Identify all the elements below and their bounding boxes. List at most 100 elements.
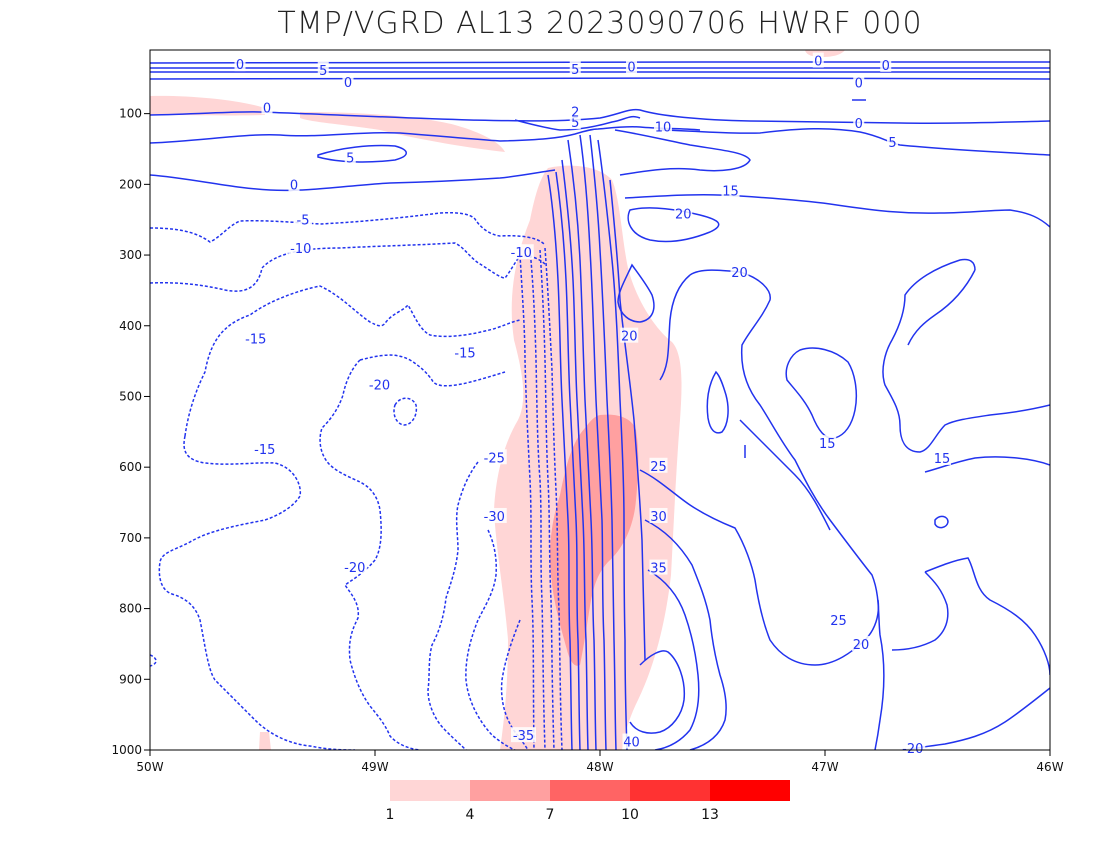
y-tick-label: 100 [119,107,142,121]
contour-label: -15 [245,332,266,347]
contour-line [934,515,949,529]
contour-line [739,419,831,531]
contour-label-bg [730,264,749,280]
contour-label-bg [853,74,865,90]
contour-label: 20 [853,638,870,653]
contour-label-bg [620,327,639,343]
contour-label-bg [649,457,668,473]
contour-label: 30 [650,510,667,525]
contour-label: 20 [675,207,692,222]
contour-label-bg [288,239,314,255]
contour-label-bg [342,558,368,574]
contour-label: -25 [484,451,505,466]
contour-line [539,249,555,750]
contour-label: 40 [623,736,640,751]
y-tick-label: 700 [119,531,142,545]
contour-label-bg [654,118,672,134]
contour-line [465,529,516,750]
contour-label-bg [622,733,641,749]
contour-line [150,654,157,667]
contour-label: -15 [254,443,275,458]
contour-label: 0 [263,101,271,116]
contour-label-bg [853,114,865,130]
contour-label: 25 [830,614,847,629]
contour-label-bg [234,56,246,72]
contour-label: 15 [722,185,739,200]
contour-line [891,571,949,651]
contour-label-bg [344,149,356,165]
x-tick-label: 46W [1036,760,1063,774]
contour-line [579,134,607,750]
contour-label-bg [508,244,534,260]
contour-label: 15 [934,452,951,467]
shade-level-4-region [550,414,639,666]
contour-label: 5 [319,64,327,79]
contour-label: -20 [902,742,923,757]
contour-line [706,370,729,434]
chart-title: TMP/VGRD AL13 2023090706 HWRF 000 [277,6,922,41]
contour-line [689,269,885,750]
y-tick-label: 200 [119,177,142,191]
contour-line [589,134,617,750]
contour-label-bg [481,449,507,465]
contour-label: -15 [454,347,475,362]
contour-label: 2 [571,106,579,121]
contour-label-bg [721,182,740,198]
contour-label-bg [294,211,312,227]
shade-level-1-region [300,112,505,152]
contour-line [561,159,589,750]
contour-label-bg [288,176,300,192]
contour-label: -5 [297,214,310,229]
x-tick-label: 50W [136,760,163,774]
contour-line [907,269,976,346]
contour-label-bg [511,727,536,743]
contour-line [547,174,573,750]
contour-line [924,557,1050,676]
contour-line [659,274,691,381]
contour-label-bg [880,56,892,72]
y-tick-label: 1000 [111,743,142,757]
contour-label: -10 [511,246,532,261]
contour-label-bg [649,507,668,523]
x-tick-label: 47W [811,760,838,774]
contour-line [359,354,506,387]
x-tick-label: 49W [361,760,388,774]
contour-label-bg [317,61,329,77]
colorbar-swatch [470,780,550,801]
contour-label: 0 [344,76,352,91]
contour-label-bg [818,435,837,451]
contour-label-bg [649,559,668,575]
contour-label-bg [569,114,581,130]
contour-line [644,519,727,750]
contour-line [629,650,686,734]
contour-label: 0 [236,58,244,73]
contour-line [659,127,1050,156]
contour-label: 5 [888,136,896,151]
contour-label-bg [626,58,637,74]
contour-label: -10 [290,242,311,257]
contour-label: 35 [650,562,667,577]
colorbar-swatch [550,780,630,801]
contour-label: -20 [344,561,365,576]
contour-line [184,285,521,437]
contour-label: 15 [819,437,836,452]
colorbar-tick-label: 1 [386,807,395,823]
contour-line [150,126,701,144]
contour-line [647,569,700,750]
contour-label-bg [261,99,273,115]
contour-label-bg [243,330,269,346]
colorbar-tick-label: 10 [621,807,639,823]
contour-line [614,129,751,176]
contour-label: 5 [571,116,579,131]
colorbar: 1 4 7 10 13 [386,780,790,823]
contour-line [617,263,655,323]
contour-label: 10 [655,120,672,135]
contour-line [427,461,479,750]
contour-line [150,77,1050,80]
contour-line [544,247,563,750]
contour-label-bg [252,440,278,456]
contour-label-bg [887,133,898,149]
contour-line [150,169,556,192]
